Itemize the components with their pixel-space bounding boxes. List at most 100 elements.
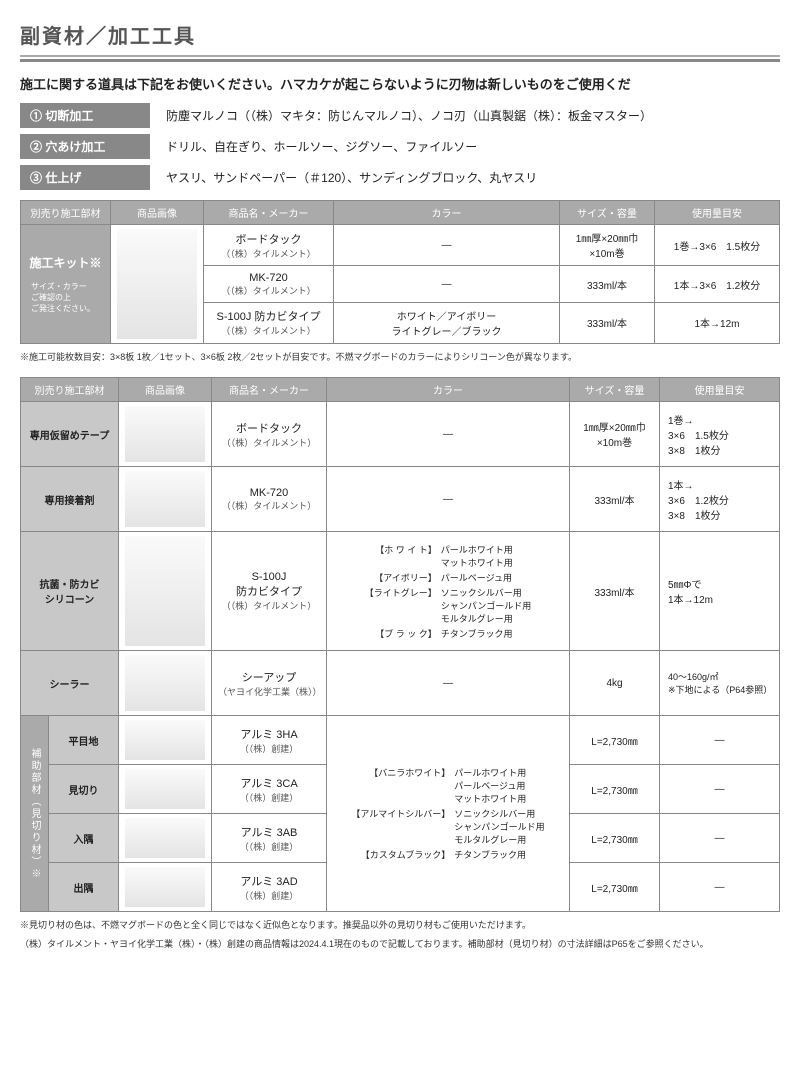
usage-cell: — <box>660 765 780 814</box>
size-cell: 333ml/本 <box>570 532 660 651</box>
table-header-row: 別売り施工部材 商品画像 商品名・メーカー カラー サイズ・容量 使用量目安 <box>21 201 780 225</box>
hdr-c6: 使用量目安 <box>660 378 780 402</box>
process-2-label: ② 穴あけ加工 <box>20 134 150 159</box>
size-cell: L=2,730㎜ <box>570 765 660 814</box>
page-title: 副資材／加工工具 <box>20 20 780 49</box>
prod-cell: S-100J 防カビタイプ（（株）タイルメント） <box>212 532 327 651</box>
prod-image <box>119 532 212 651</box>
hdr-c2: 商品画像 <box>119 378 212 402</box>
intro-text: 施工に関する道具は下記をお使いください。ハマカケが起こらないように刃物は新しいも… <box>20 74 780 93</box>
usage-cell: — <box>660 716 780 765</box>
hdr-c4: カラー <box>334 201 560 225</box>
table2-note2: （株）タイルメント・ヤヨイ化学工業（株）・（株）創建の商品情報は2024.4.1… <box>20 937 780 950</box>
aux-row-side: 入隅 <box>49 814 119 863</box>
kit-image <box>111 225 204 344</box>
prod-image <box>119 863 212 912</box>
prod-image <box>119 402 212 467</box>
table-row: シーラー シーアップ（ヤヨイ化学工業（株）） — 4kg 40～160g/㎡ ※… <box>21 651 780 716</box>
size-cell: L=2,730㎜ <box>570 716 660 765</box>
aux-row-side: 見切り <box>49 765 119 814</box>
aux-row-side: 平目地 <box>49 716 119 765</box>
usage-cell: — <box>660 863 780 912</box>
product-image-icon <box>125 720 205 760</box>
color-cell: — <box>334 266 560 302</box>
product-image-icon <box>125 471 205 527</box>
size-cell: L=2,730㎜ <box>570 814 660 863</box>
prod-cell: MK-720（（株）タイルメント） <box>204 266 334 302</box>
hdr-c3: 商品名・メーカー <box>212 378 327 402</box>
product-image-icon <box>125 769 205 809</box>
table2-note1: ※見切り材の色は、不燃マグボードの色と全く同じではなく近似色となります。推奨品以… <box>20 918 780 931</box>
product-image-icon <box>125 655 205 711</box>
size-cell: 1㎜厚×20㎜巾 ×10m巻 <box>560 225 655 266</box>
prod-image <box>119 765 212 814</box>
table1-note: ※施工可能枚数目安：3×8板 1枚／1セット、3×6板 2枚／2セットが目安です… <box>20 350 780 363</box>
hdr-c2: 商品画像 <box>111 201 204 225</box>
title-rule-thick <box>20 59 780 62</box>
table-row: 専用仮留めテープ ボードタック（（株）タイルメント） — 1㎜厚×20㎜巾 ×1… <box>21 402 780 467</box>
product-image-icon <box>125 536 205 646</box>
table-row: 施工キット※ サイズ・カラー ご確認の上 ご発注ください。 ボードタック（（株）… <box>21 225 780 266</box>
hdr-c1: 別売り施工部材 <box>21 378 119 402</box>
size-cell: 333ml/本 <box>560 266 655 302</box>
table-row: 専用接着剤 MK-720（（株）タイルメント） — 333ml/本 1本→ 3×… <box>21 467 780 532</box>
prod-cell: シーアップ（ヤヨイ化学工業（株）） <box>212 651 327 716</box>
row-side: 抗菌・防カビ シリコーン <box>21 532 119 651</box>
size-cell: L=2,730㎜ <box>570 863 660 912</box>
color-cell: — <box>334 225 560 266</box>
product-image-icon <box>125 867 205 907</box>
prod-cell: S-100J 防カビタイプ（（株）タイルメント） <box>204 302 334 343</box>
prod-cell: アルミ 3CA（（株）創建） <box>212 765 327 814</box>
table-row: 補助部材（見切り材）※ 平目地 アルミ 3HA（（株）創建） 【バニラホワイト】… <box>21 716 780 765</box>
size-cell: 4kg <box>570 651 660 716</box>
process-1-desc: 防塵マルノコ（（株）マキタ：防じんマルノコ）、ノコ刃（山真製鋸（株）：板金マスタ… <box>166 107 652 124</box>
prod-cell: ボードタック（（株）タイルメント） <box>204 225 334 266</box>
process-1-label: ① 切断加工 <box>20 103 150 128</box>
process-3-desc: ヤスリ、サンドペーパー（＃120）、サンディングブロック、丸ヤスリ <box>166 169 537 186</box>
usage-cell: 5㎜Φで 1本→12m <box>660 532 780 651</box>
size-cell: 1㎜厚×20㎜巾 ×10m巻 <box>570 402 660 467</box>
usage-cell: — <box>660 814 780 863</box>
prod-cell: アルミ 3AB（（株）創建） <box>212 814 327 863</box>
product-image-icon <box>125 406 205 462</box>
table-materials: 別売り施工部材 商品画像 商品名・メーカー カラー サイズ・容量 使用量目安 専… <box>20 377 780 912</box>
prod-image <box>119 467 212 532</box>
usage-cell: 1巻→ 3×6 1.5枚分 3×8 1枚分 <box>660 402 780 467</box>
prod-cell: ボードタック（（株）タイルメント） <box>212 402 327 467</box>
product-image-icon <box>117 229 197 339</box>
kit-side: 施工キット※ サイズ・カラー ご確認の上 ご発注ください。 <box>21 225 111 344</box>
usage-cell: 1本→12m <box>655 302 780 343</box>
process-2-desc: ドリル、自在ぎり、ホールソー、ジグソー、ファイルソー <box>166 138 477 155</box>
prod-cell: アルミ 3AD（（株）創建） <box>212 863 327 912</box>
process-2: ② 穴あけ加工 ドリル、自在ぎり、ホールソー、ジグソー、ファイルソー <box>20 134 780 159</box>
aux-side-vertical: 補助部材（見切り材）※ <box>21 716 49 912</box>
color-cell: ホワイト／アイボリー ライトグレー／ブラック <box>334 302 560 343</box>
color-cell: — <box>327 651 570 716</box>
aux-color-cell: 【バニラホワイト】パールホワイト用 パールベージュ用 マットホワイト用【アルマイ… <box>327 716 570 912</box>
row-side: 専用接着剤 <box>21 467 119 532</box>
color-cell: — <box>327 402 570 467</box>
hdr-c5: サイズ・容量 <box>560 201 655 225</box>
title-rule-thin <box>20 55 780 57</box>
aux-row-side: 出隅 <box>49 863 119 912</box>
prod-image <box>119 651 212 716</box>
table-kit: 別売り施工部材 商品画像 商品名・メーカー カラー サイズ・容量 使用量目安 施… <box>20 200 780 344</box>
usage-cell: 1巻→3×6 1.5枚分 <box>655 225 780 266</box>
usage-cell: 1本→ 3×6 1.2枚分 3×8 1枚分 <box>660 467 780 532</box>
hdr-c1: 別売り施工部材 <box>21 201 111 225</box>
hdr-c4: カラー <box>327 378 570 402</box>
prod-image <box>119 716 212 765</box>
hdr-c3: 商品名・メーカー <box>204 201 334 225</box>
usage-cell: 40～160g/㎡ ※下地による（P64参照） <box>660 651 780 716</box>
process-1: ① 切断加工 防塵マルノコ（（株）マキタ：防じんマルノコ）、ノコ刃（山真製鋸（株… <box>20 103 780 128</box>
prod-cell: アルミ 3HA（（株）創建） <box>212 716 327 765</box>
color-cell: 【ホ ワ イ ト】パールホワイト用 マットホワイト用【アイボリー】パールベージュ… <box>327 532 570 651</box>
prod-image <box>119 814 212 863</box>
process-3-label: ③ 仕上げ <box>20 165 150 190</box>
prod-cell: MK-720（（株）タイルメント） <box>212 467 327 532</box>
table-row: 抗菌・防カビ シリコーン S-100J 防カビタイプ（（株）タイルメント） 【ホ… <box>21 532 780 651</box>
process-3: ③ 仕上げ ヤスリ、サンドペーパー（＃120）、サンディングブロック、丸ヤスリ <box>20 165 780 190</box>
hdr-c6: 使用量目安 <box>655 201 780 225</box>
row-side: シーラー <box>21 651 119 716</box>
hdr-c5: サイズ・容量 <box>570 378 660 402</box>
